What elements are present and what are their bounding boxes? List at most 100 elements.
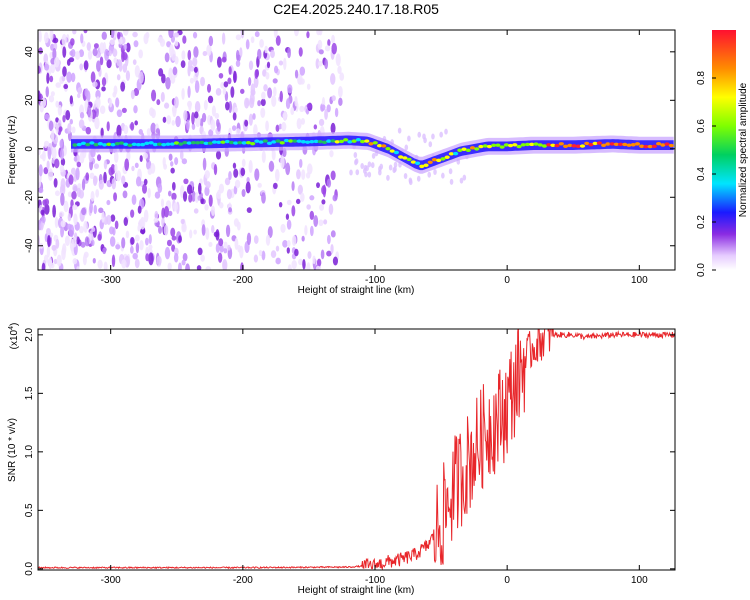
ridge-blob	[453, 151, 459, 156]
noise-speck	[367, 171, 372, 178]
ridge-blob	[402, 156, 408, 160]
svg-text:(x104): (x104)	[8, 323, 20, 350]
noise-speck	[316, 30, 322, 36]
noise-speck	[221, 32, 226, 45]
noise-speck	[62, 46, 67, 58]
noise-speck	[274, 168, 280, 182]
noise-speck	[250, 36, 255, 44]
noise-speck	[78, 119, 85, 129]
x-tick-label: -200	[233, 275, 253, 286]
noise-speck	[81, 178, 86, 191]
noise-speck	[111, 178, 117, 190]
noise-speck	[431, 133, 435, 140]
noise-speck	[72, 30, 77, 35]
ridge-blob	[190, 141, 197, 145]
noise-speck	[50, 62, 56, 74]
noise-speck	[103, 171, 107, 184]
noise-speck	[168, 210, 173, 217]
noise-speck	[94, 117, 100, 130]
noise-speck	[305, 172, 311, 179]
noise-speck	[179, 150, 184, 160]
ridge-blob	[135, 143, 142, 147]
noise-speck	[330, 122, 336, 134]
ridge-blob	[393, 150, 400, 155]
noise-speck	[285, 162, 291, 176]
noise-speck	[182, 35, 187, 44]
noise-speck	[246, 232, 252, 246]
noise-speck	[404, 144, 409, 151]
ridge-blob	[668, 143, 674, 148]
noise-speck	[57, 104, 63, 116]
noise-speck	[48, 95, 55, 103]
noise-speck	[264, 45, 268, 54]
noise-speck	[291, 259, 297, 270]
x-tick-label: -300	[101, 575, 121, 586]
noise-speck	[60, 178, 66, 191]
x-tick-label: 0	[504, 575, 510, 586]
noise-speck	[68, 174, 74, 185]
noise-speck	[286, 247, 290, 254]
noise-speck	[70, 49, 76, 58]
noise-speck	[246, 176, 250, 183]
noise-speck	[161, 217, 165, 227]
ridge-blob	[605, 142, 611, 146]
noise-speck	[76, 266, 80, 270]
noise-speck	[181, 158, 188, 165]
noise-speck	[240, 88, 245, 94]
noise-speck	[53, 258, 58, 265]
noise-speck	[297, 184, 303, 195]
noise-speck	[332, 194, 338, 202]
noise-speck	[90, 190, 95, 202]
noise-speck	[327, 39, 331, 47]
noise-speck	[261, 150, 266, 163]
ridge-blob	[617, 142, 624, 147]
noise-speck	[295, 198, 301, 205]
spectrogram-y-axis-label: Frequency (Hz)	[7, 116, 18, 185]
ridge-blob	[398, 155, 404, 159]
ridge-blob	[444, 155, 450, 159]
noise-speck	[91, 239, 95, 247]
ridge-blob	[148, 141, 154, 145]
y-tick-label: -20	[24, 190, 35, 205]
ridge-blob	[537, 143, 543, 147]
ridge-blob	[305, 140, 311, 144]
noise-speck	[154, 210, 159, 220]
ridge-blob	[368, 142, 374, 146]
ridge-blob	[414, 161, 421, 165]
noise-speck	[315, 265, 321, 270]
noise-speck	[121, 175, 126, 185]
noise-speck	[194, 101, 201, 113]
ridge-blob	[491, 143, 497, 148]
noise-speck	[100, 127, 104, 138]
noise-speck	[291, 235, 297, 247]
noise-speck	[186, 184, 193, 195]
ridge-blob	[228, 140, 235, 145]
noise-speck	[300, 192, 305, 202]
y-tick-label: 1.0	[24, 444, 35, 458]
noise-speck	[111, 254, 116, 268]
ridge-blob	[499, 145, 505, 149]
spectrogram-ridge	[71, 131, 674, 174]
noise-speck	[257, 48, 262, 60]
noise-speck	[271, 148, 276, 161]
noise-speck	[313, 124, 318, 130]
noise-speck	[174, 157, 179, 166]
noise-speck	[216, 56, 222, 68]
noise-speck	[162, 116, 167, 123]
noise-speck	[285, 98, 291, 110]
noise-speck	[286, 240, 291, 248]
noise-speck	[265, 120, 269, 132]
noise-speck	[332, 256, 339, 266]
noise-speck	[204, 170, 210, 179]
noise-speck	[101, 31, 107, 40]
noise-speck	[275, 35, 281, 46]
noise-speck	[84, 236, 90, 247]
ridge-blob	[482, 144, 488, 148]
noise-speck	[44, 233, 48, 242]
noise-speck	[315, 58, 320, 70]
noise-speck	[234, 106, 238, 113]
noise-speck	[322, 184, 327, 198]
noise-speck	[130, 89, 135, 100]
noise-speck	[371, 152, 376, 159]
ridge-blob	[656, 142, 662, 146]
